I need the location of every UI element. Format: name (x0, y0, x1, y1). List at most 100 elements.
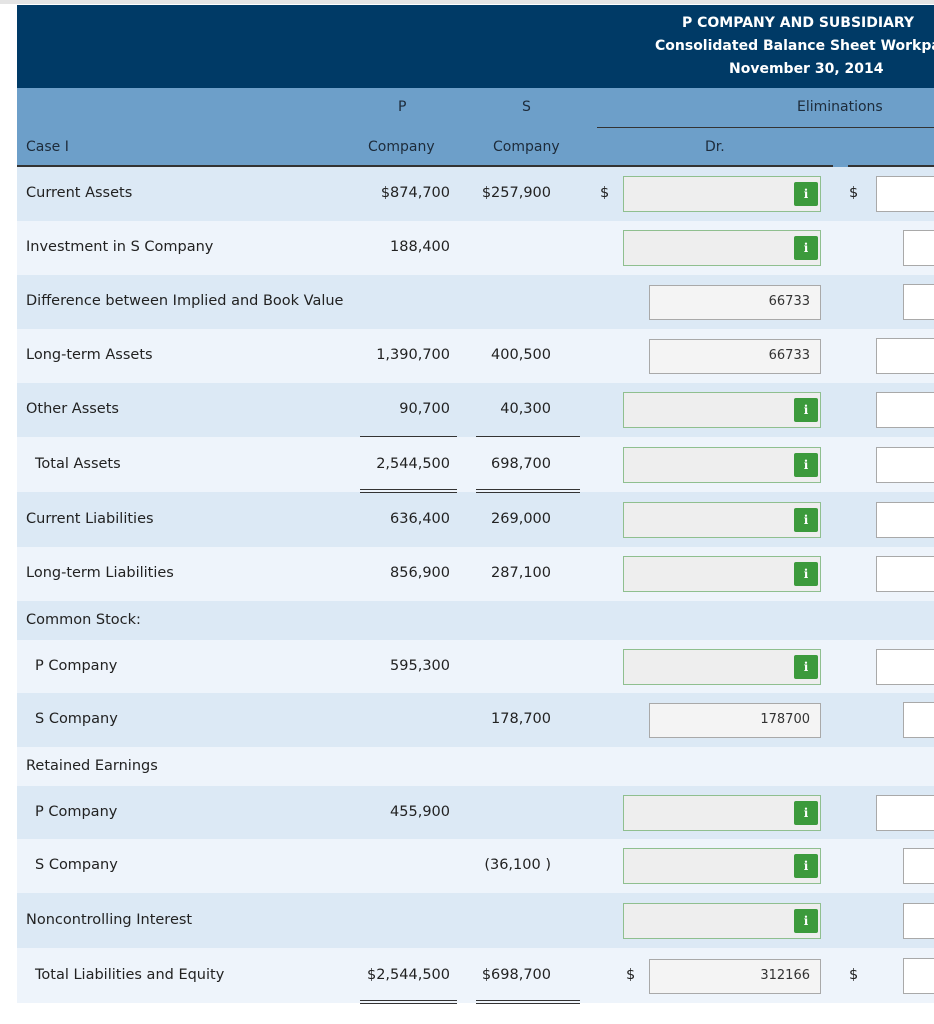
cr-input[interactable] (876, 176, 934, 212)
row-label: S Company (35, 857, 118, 873)
p-company-value: $2,544,500 (366, 966, 450, 983)
dr-input[interactable] (623, 794, 821, 831)
p-company-value: 856,900 (390, 565, 450, 581)
row-label: Long-term Liabilities (26, 565, 174, 581)
row (17, 601, 934, 640)
p-company-value: 636,400 (390, 510, 450, 527)
date: November 30, 2014 (729, 61, 884, 77)
dr-input[interactable] (623, 230, 821, 266)
rule (17, 165, 597, 167)
s-company-value: 269,000 (491, 510, 551, 527)
info-button[interactable]: i (794, 654, 818, 679)
cr-input[interactable] (903, 284, 934, 320)
info-button[interactable]: i (794, 562, 818, 586)
dr-input[interactable] (623, 501, 821, 538)
title: P COMPANY AND SUBSIDIARY (682, 15, 915, 31)
s-company-value: $698,700 (481, 966, 551, 983)
top-bar (0, 0, 934, 4)
cr-prefix: $ (849, 185, 859, 201)
double-underline (360, 1000, 457, 1001)
row-label: Investment in S Company (26, 239, 214, 255)
dr-value: 66733 (649, 285, 821, 320)
p-company-value: 455,900 (390, 803, 450, 820)
s-company-value: 698,700 (491, 455, 551, 472)
cr-input[interactable] (903, 902, 934, 939)
row-label: Current Assets (26, 185, 133, 201)
row-label: Total Liabilities and Equity (35, 966, 225, 983)
p-company-value: $874,700 (380, 185, 450, 201)
info-button[interactable]: i (794, 452, 818, 477)
rule (597, 165, 833, 167)
info-button[interactable]: i (794, 908, 818, 933)
cr-input[interactable] (903, 848, 934, 884)
row-label: Retained Earnings (26, 757, 158, 774)
double-underline (360, 1003, 457, 1004)
double-underline (360, 489, 457, 490)
double-underline (360, 492, 457, 493)
row-label: Long-term Assets (26, 347, 153, 363)
cr-input[interactable] (876, 794, 934, 831)
cr-input[interactable] (876, 392, 934, 428)
s-company-value: (36,100 ) (484, 857, 551, 873)
p-company-value: 188,400 (390, 239, 450, 255)
row-label: Other Assets (26, 401, 119, 417)
rule (848, 165, 934, 167)
dr-input[interactable] (623, 648, 821, 685)
col-dr: Dr. (705, 139, 725, 155)
s-company-value: 400,500 (491, 347, 551, 363)
underline (476, 436, 580, 437)
row-label: P Company (35, 657, 118, 674)
row-label: Current Liabilities (26, 510, 154, 527)
row (17, 747, 934, 786)
row-label: Noncontrolling Interest (26, 911, 193, 928)
cr-input[interactable] (903, 230, 934, 266)
cr-input[interactable] (903, 957, 934, 994)
cr-input[interactable] (876, 648, 934, 685)
info-button[interactable]: i (794, 236, 818, 260)
cr-prefix: $ (849, 966, 859, 983)
dr-prefix: $ (626, 966, 636, 983)
info-button[interactable]: i (794, 854, 818, 878)
info-button[interactable]: i (794, 507, 818, 532)
s-company-value: $257,900 (481, 185, 551, 201)
col-p-company: Company (368, 139, 435, 155)
p-company-value: 90,700 (399, 401, 450, 417)
double-underline (476, 489, 580, 490)
col-case: Case I (26, 139, 69, 155)
dr-input[interactable] (623, 176, 821, 212)
cr-input[interactable] (876, 501, 934, 538)
info-button[interactable]: i (794, 398, 818, 422)
dr-input[interactable] (623, 902, 821, 939)
p-company-value: 595,300 (390, 657, 450, 674)
row-label: Common Stock: (26, 611, 141, 628)
p-company-value: 2,544,500 (376, 455, 450, 472)
row-label: Difference between Implied and Book Valu… (26, 293, 344, 309)
dr-value: 178700 (649, 703, 821, 738)
dr-input[interactable] (623, 848, 821, 884)
col-elim: Eliminations (797, 99, 883, 115)
dr-input[interactable] (623, 556, 821, 592)
double-underline (476, 1003, 580, 1004)
col-s: S (522, 99, 531, 115)
p-company-value: 1,390,700 (376, 347, 450, 363)
cr-input[interactable] (876, 338, 934, 374)
dr-input[interactable] (623, 392, 821, 428)
cr-input[interactable] (903, 702, 934, 738)
col-p: P (398, 99, 407, 115)
dr-input[interactable] (623, 446, 821, 483)
subtitle: Consolidated Balance Sheet Workpaper (655, 38, 934, 54)
dr-value: 312166 (649, 958, 821, 994)
underline (360, 436, 457, 437)
s-company-value: 40,300 (500, 401, 551, 417)
dr-prefix: $ (600, 185, 610, 201)
s-company-value: 178,700 (491, 711, 551, 727)
row-label: P Company (35, 803, 118, 820)
info-button[interactable]: i (794, 800, 818, 825)
dr-value: 66733 (649, 339, 821, 374)
col-s-company: Company (493, 139, 560, 155)
row-label: S Company (35, 711, 118, 727)
cr-input[interactable] (876, 446, 934, 483)
cr-input[interactable] (876, 556, 934, 592)
info-button[interactable]: i (794, 182, 818, 206)
